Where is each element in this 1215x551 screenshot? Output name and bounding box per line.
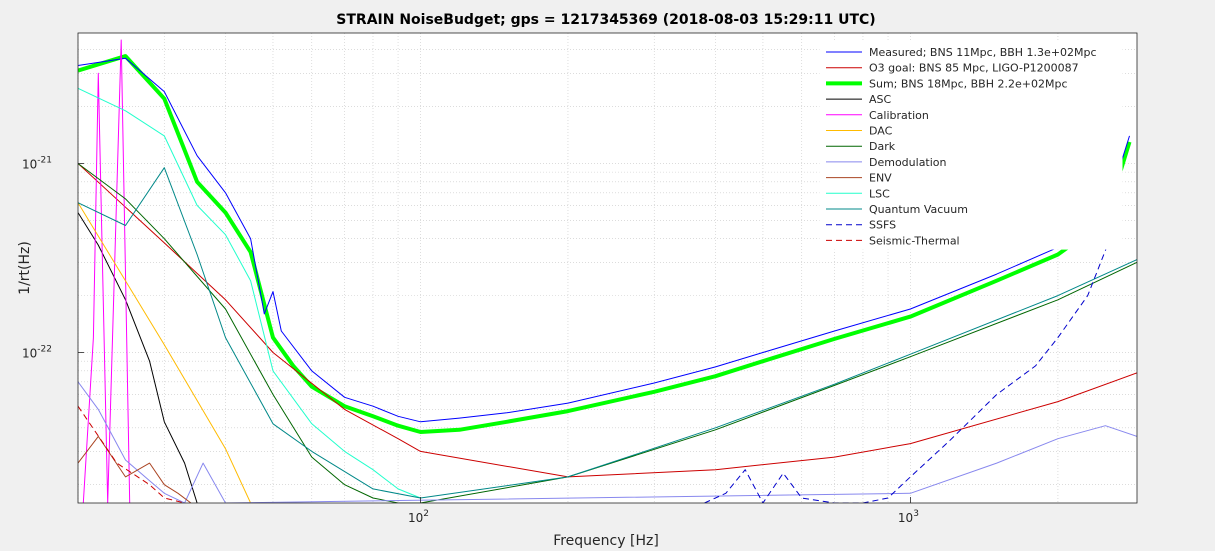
series-line-demodulation xyxy=(78,381,1137,503)
legend-entry-demodulation: Demodulation xyxy=(869,156,947,169)
legend-box xyxy=(819,40,1123,250)
x-tick-label: 103 xyxy=(898,509,919,525)
series-line-lsc xyxy=(78,87,421,499)
legend-entry-asc: ASC xyxy=(869,93,892,106)
legend-entry-ssfs: SSFS xyxy=(869,219,896,232)
legend-entry-o3-goal: O3 goal: BNS 85 Mpc, LIGO-P1200087 xyxy=(869,62,1079,75)
legend-entry-dac: DAC xyxy=(869,125,893,138)
series-line-ssfs xyxy=(704,228,1115,503)
legend-entry-lsc: LSC xyxy=(869,187,890,200)
legend-entry-sum: Sum; BNS 18Mpc, BBH 2.2e+02Mpc xyxy=(869,77,1068,90)
legend-entry-measured: Measured; BNS 11Mpc, BBH 1.3e+02Mpc xyxy=(869,46,1097,59)
plot-frame xyxy=(77,32,1138,504)
legend-entry-dark: Dark xyxy=(869,140,896,153)
y-axis-label: 1/rt(Hz) xyxy=(17,241,33,295)
legend-entry-env: ENV xyxy=(869,172,892,185)
legend-entry-calibration: Calibration xyxy=(869,109,929,122)
legend-entry-seismic-thermal: Seismic-Thermal xyxy=(869,234,960,247)
chart-title: STRAIN NoiseBudget; gps = 1217345369 (20… xyxy=(336,12,875,28)
series-line-env xyxy=(78,435,192,503)
series-line-measured xyxy=(78,57,1130,423)
series-line-o3-goal xyxy=(78,163,1137,478)
legend-entry-quantum-vacuum: Quantum Vacuum xyxy=(869,203,968,216)
series-line-dac xyxy=(78,202,252,503)
series-line-sum xyxy=(78,54,1132,434)
y-tick-label: 10-21 xyxy=(22,155,52,171)
legend[interactable]: Measured; BNS 11Mpc, BBH 1.3e+02Mpc O3 go… xyxy=(819,40,1123,250)
y-tick-label: 10-22 xyxy=(22,345,52,361)
series-line-calibration xyxy=(82,39,131,503)
series-line-seismic-thermal xyxy=(78,405,185,503)
series-line-asc xyxy=(78,212,198,503)
x-tick-label: 102 xyxy=(408,509,429,525)
series-line-quantum-vacuum xyxy=(78,167,1137,499)
x-axis-label: Frequency [Hz] xyxy=(553,533,659,549)
series-lines xyxy=(78,39,1137,503)
